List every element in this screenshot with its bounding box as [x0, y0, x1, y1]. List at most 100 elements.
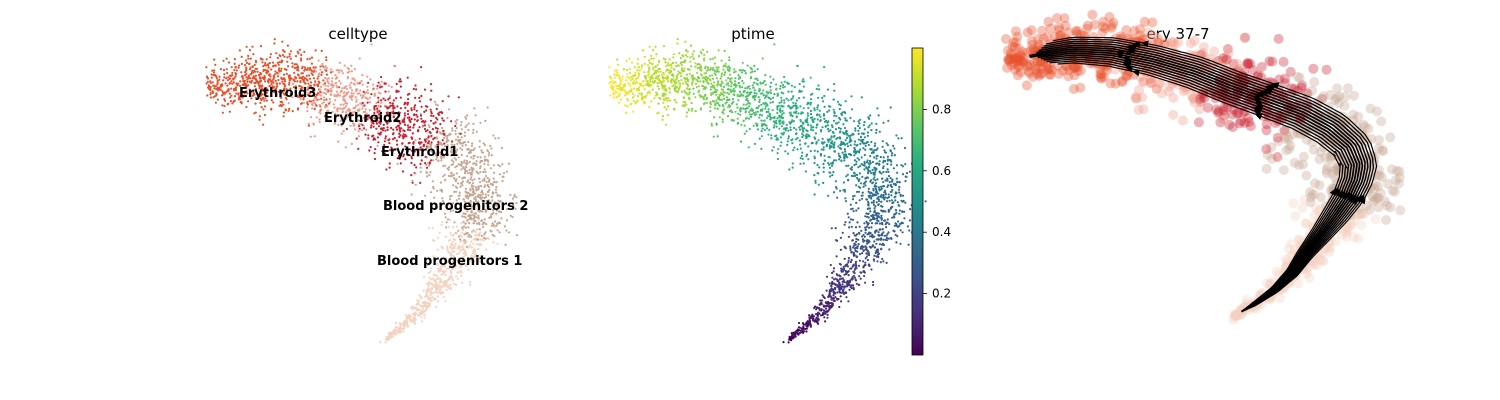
celltype-point [409, 129, 412, 132]
ptime-point [778, 120, 781, 123]
celltype-point [485, 223, 488, 226]
celltype-point [238, 64, 241, 67]
celltype-point [515, 202, 518, 205]
celltype-point [283, 80, 287, 83]
celltype-point [241, 83, 244, 86]
ptime-point [702, 85, 705, 88]
ptime-point [717, 80, 720, 83]
celltype-point [331, 86, 334, 89]
celltype-point [433, 278, 436, 281]
celltype-point [276, 56, 279, 60]
ptime-point [878, 234, 881, 237]
celltype-point [270, 82, 273, 86]
celltype-point [416, 115, 419, 118]
celltype-point [429, 171, 432, 174]
ptime-point [694, 82, 698, 86]
celltype-point [284, 109, 287, 112]
celltype-point [323, 115, 327, 118]
celltype-point [473, 162, 476, 165]
celltype-point [406, 101, 410, 104]
celltype-panel-title: celltype [328, 25, 387, 43]
ptime-point [617, 63, 620, 66]
celltype-point [452, 201, 455, 204]
celltype-point [385, 168, 388, 171]
celltype-point [343, 64, 346, 67]
celltype-point [321, 62, 324, 65]
ptime-point [722, 68, 725, 71]
celltype-point [435, 131, 439, 134]
celltype-point [313, 68, 316, 71]
celltype-point [515, 196, 518, 199]
ptime-point [843, 223, 846, 226]
celltype-point [339, 107, 342, 110]
ptime-point [630, 102, 633, 105]
celltype-point [272, 78, 275, 81]
ptime-point [802, 85, 806, 88]
ptime-point [692, 87, 695, 90]
ptime-point [848, 284, 851, 287]
ptime-point [704, 78, 707, 81]
celltype-point [228, 92, 231, 95]
ptime-point [861, 191, 864, 194]
celltype-point [491, 184, 494, 187]
celltype-point [357, 130, 360, 133]
ptime-point [860, 163, 863, 166]
celltype-point [289, 57, 292, 60]
celltype-point [435, 136, 438, 139]
celltype-point [329, 100, 332, 104]
ptime-point [851, 207, 854, 210]
ptime-point [889, 149, 892, 152]
ptime-point [832, 270, 835, 273]
celltype-point [235, 86, 238, 89]
ptime-point [805, 330, 808, 333]
celltype-point [384, 137, 387, 140]
ptime-point [703, 95, 706, 98]
ptime-point [789, 126, 792, 129]
celltype-point [484, 210, 487, 213]
celltype-point [475, 243, 479, 246]
celltype-point [469, 280, 472, 284]
celltype-point [480, 149, 483, 152]
celltype-point [240, 55, 243, 59]
celltype-point [373, 152, 376, 155]
celltype-point [330, 89, 333, 92]
ptime-point [887, 237, 891, 240]
ptime-point [711, 77, 715, 80]
celltype-point [338, 86, 341, 89]
ptime-point [872, 188, 875, 191]
ptime-point [855, 209, 858, 212]
ptime-point [717, 66, 720, 69]
celltype-point [431, 277, 434, 280]
ptime-point [638, 86, 641, 89]
ptime-point [728, 56, 731, 59]
ptime-point [746, 87, 749, 90]
celltype-point [387, 98, 390, 101]
ptime-point [784, 129, 788, 132]
celltype-point [471, 187, 474, 190]
celltype-point [313, 102, 317, 105]
ptime-point [643, 62, 647, 65]
ptime-point [749, 66, 752, 69]
celltype-point [484, 174, 488, 178]
celltype-point [343, 106, 346, 110]
celltype-point [364, 110, 367, 113]
celltype-point [406, 93, 409, 96]
ptime-point [830, 141, 833, 145]
celltype-point [441, 139, 444, 142]
ptime-point [699, 95, 702, 98]
celltype-point [256, 70, 259, 73]
celltype-point [400, 127, 403, 130]
celltype-point [430, 114, 433, 117]
ptime-point [679, 85, 682, 88]
ptime-point [760, 135, 764, 138]
celltype-point [359, 102, 362, 105]
ptime-point [872, 258, 876, 261]
ptime-point [608, 75, 612, 78]
celltype-point [392, 99, 395, 102]
ptime-point [883, 191, 886, 194]
celltype-point [434, 297, 437, 301]
celltype-point [306, 67, 309, 70]
ptime-point [762, 81, 765, 84]
ptime-point [787, 129, 790, 132]
